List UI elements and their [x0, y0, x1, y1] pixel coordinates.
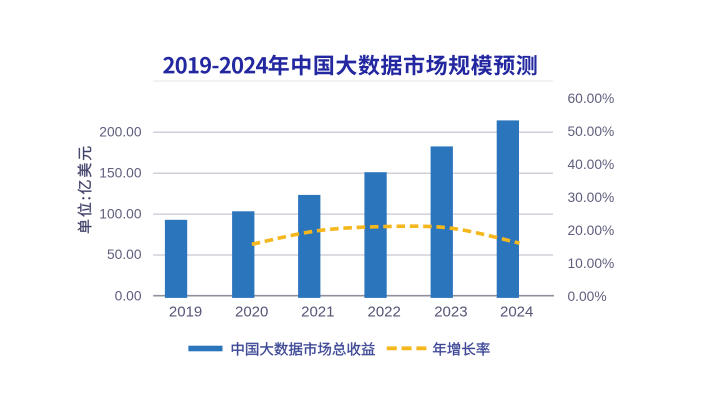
svg-text:30.00%: 30.00% [568, 190, 615, 205]
svg-text:2024: 2024 [500, 304, 533, 321]
svg-text:10.00%: 10.00% [568, 256, 615, 271]
svg-text:100.00: 100.00 [99, 206, 142, 221]
svg-text:2021: 2021 [301, 304, 334, 321]
svg-text:2022: 2022 [368, 304, 401, 321]
svg-text:20.00%: 20.00% [568, 223, 615, 238]
svg-text:2023: 2023 [434, 304, 467, 321]
svg-text:50.00: 50.00 [107, 247, 142, 262]
svg-text:200.00: 200.00 [99, 125, 142, 140]
svg-text:0.00: 0.00 [115, 288, 142, 303]
svg-text:50.00%: 50.00% [568, 124, 615, 139]
svg-text:40.00%: 40.00% [568, 157, 615, 172]
svg-text:0.00%: 0.00% [568, 289, 607, 304]
svg-text:150.00: 150.00 [99, 165, 142, 180]
svg-text:2020: 2020 [235, 304, 268, 321]
svg-text:60.00%: 60.00% [568, 91, 615, 106]
svg-text:2019: 2019 [169, 304, 202, 321]
